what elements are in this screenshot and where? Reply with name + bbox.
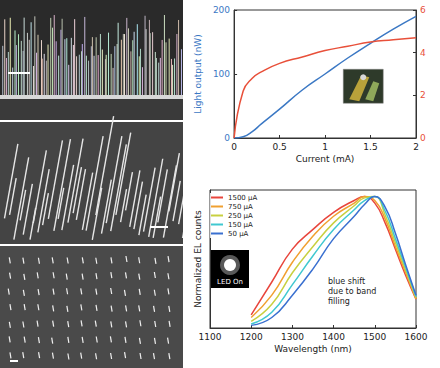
svg-text:1100: 1100 [199, 332, 222, 342]
svg-text:250 μA: 250 μA [228, 212, 253, 220]
svg-text:150 μA: 150 μA [228, 221, 253, 229]
svg-text:1500: 1500 [363, 332, 386, 342]
svg-text:0.5: 0.5 [272, 142, 286, 152]
svg-text:blue shift: blue shift [328, 277, 365, 286]
svg-text:1500 μA: 1500 μA [228, 194, 257, 202]
svg-text:Light output (nW): Light output (nW) [193, 34, 203, 114]
svg-text:filling: filling [328, 297, 350, 306]
svg-text:6: 6 [420, 5, 426, 15]
svg-text:100: 100 [213, 69, 230, 79]
svg-text:Normalized EL counts: Normalized EL counts [193, 210, 203, 308]
svg-text:Wavelength (nm): Wavelength (nm) [274, 344, 352, 354]
svg-text:LED On: LED On [217, 278, 243, 286]
svg-text:4: 4 [420, 48, 426, 58]
svg-text:50 μA: 50 μA [228, 230, 249, 238]
svg-text:1600: 1600 [405, 332, 428, 342]
svg-text:due to band: due to band [328, 287, 376, 296]
svg-text:1: 1 [322, 142, 328, 152]
svg-text:200: 200 [213, 5, 230, 15]
svg-text:2: 2 [420, 90, 426, 100]
svg-text:1200: 1200 [240, 332, 263, 342]
svg-text:0: 0 [224, 133, 230, 143]
svg-text:Current (mA): Current (mA) [296, 154, 355, 164]
svg-text:1.5: 1.5 [363, 142, 377, 152]
svg-text:750 μA: 750 μA [228, 203, 253, 211]
svg-text:0: 0 [231, 142, 237, 152]
svg-text:1300: 1300 [281, 332, 304, 342]
svg-text:1400: 1400 [322, 332, 345, 342]
svg-text:2: 2 [413, 142, 419, 152]
svg-text:0: 0 [420, 133, 426, 143]
